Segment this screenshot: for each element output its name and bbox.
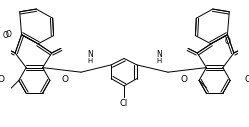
Text: N: N — [156, 50, 162, 59]
Text: O: O — [244, 75, 249, 84]
Text: O: O — [6, 30, 12, 39]
Text: H: H — [156, 58, 161, 64]
Text: H: H — [88, 58, 93, 64]
Text: O: O — [225, 37, 230, 46]
Text: O: O — [0, 75, 5, 84]
Text: O: O — [62, 75, 69, 84]
Text: O: O — [3, 31, 9, 40]
Text: O: O — [180, 75, 187, 84]
Text: N: N — [87, 50, 93, 59]
Text: Cl: Cl — [120, 99, 128, 108]
